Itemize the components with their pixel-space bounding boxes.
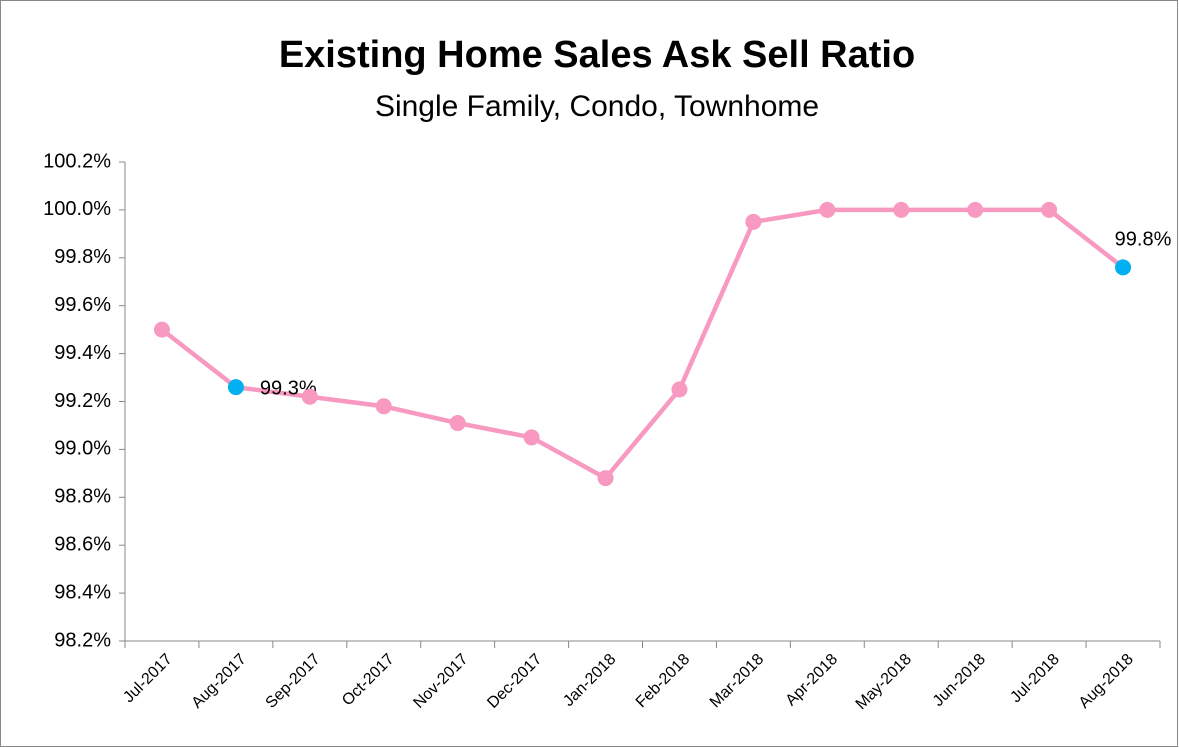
marker [227,379,244,396]
chart-title: Existing Home Sales Ask Sell Ratio [279,34,915,76]
marker [1041,201,1058,218]
marker [893,201,910,218]
marker [449,415,466,432]
y-tick-label: 100.0% [43,198,111,220]
marker [153,321,170,338]
marker [523,429,540,446]
marker [1115,259,1132,276]
marker [967,201,984,218]
y-tick-label: 99.4% [54,342,111,364]
y-tick-label: 99.8% [54,246,111,268]
y-tick-label: 98.4% [54,581,111,603]
marker [745,213,762,230]
y-tick-label: 98.6% [54,533,111,555]
line [160,207,1125,481]
y-tick-label: 100.2% [43,150,111,172]
marker [819,201,836,218]
data-label: 99.8% [1115,229,1172,251]
y-tick-label: 99.0% [54,438,111,460]
y-tick-label: 99.2% [54,390,111,412]
marker [671,381,688,398]
marker [597,470,614,487]
y-tick-label: 99.6% [54,294,111,316]
marker [375,398,392,415]
chart-subtitle: Single Family, Condo, Townhome [375,90,819,123]
marker [301,388,318,405]
y-tick-label: 98.2% [54,629,111,651]
y-tick-label: 98.8% [54,486,111,508]
